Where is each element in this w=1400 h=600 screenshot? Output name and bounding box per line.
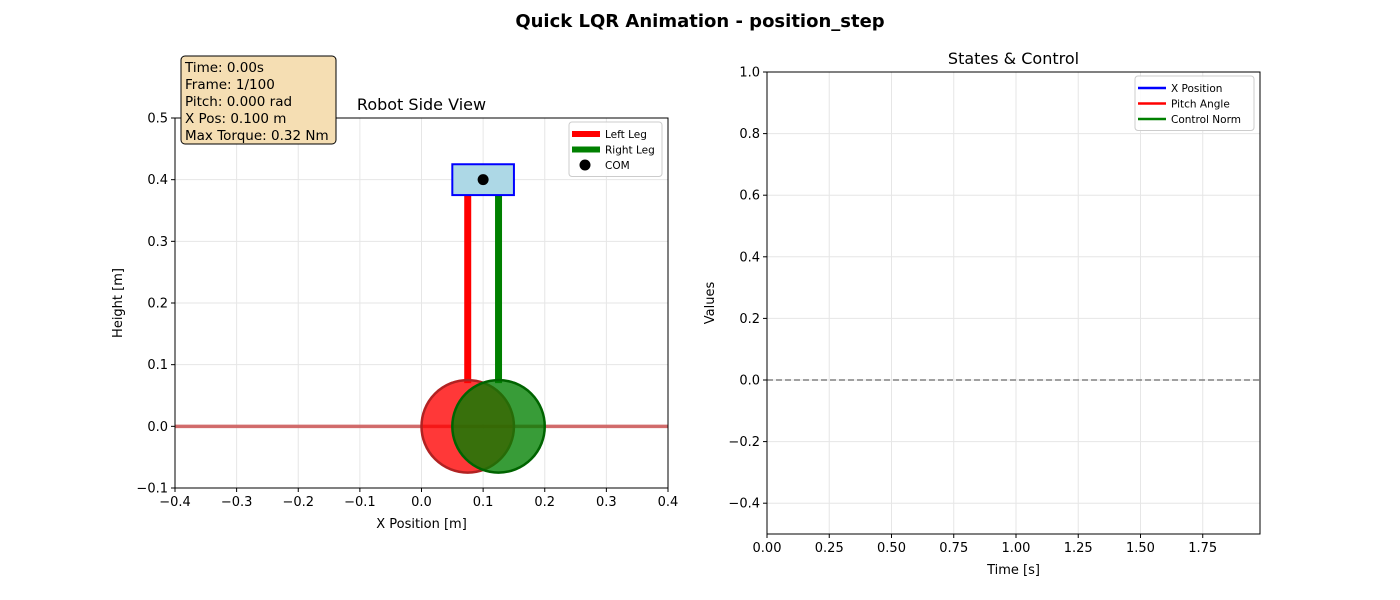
- x-tick-label: 1.25: [1064, 541, 1093, 556]
- x-tick-label: −0.2: [282, 495, 314, 510]
- legend: Left Leg Right Leg COM: [568, 121, 663, 177]
- legend-label: X Position: [1171, 83, 1222, 95]
- y-axis-label: Height [m]: [111, 268, 126, 338]
- y-tick-label: 0.1: [147, 358, 168, 373]
- y-tick-label: −0.1: [136, 482, 168, 497]
- x-tick-label: −0.1: [344, 495, 376, 510]
- y-tick-label: 0.6: [739, 189, 760, 204]
- axes-title: States & Control: [948, 49, 1079, 68]
- legend: X Position Pitch Angle Control Norm: [1134, 75, 1255, 131]
- com-point: [477, 174, 489, 186]
- info-line: Max Torque: 0.32 Nm: [185, 128, 329, 144]
- info-box-background: [180, 55, 337, 145]
- y-tick-label: −0.4: [728, 497, 760, 512]
- plot-area: [175, 163, 668, 474]
- y-tick-label: 0.5: [147, 112, 168, 127]
- x-tick-label: 0.0: [411, 495, 432, 510]
- legend-label: Left Leg: [605, 129, 647, 141]
- x-tick-label: 0.2: [534, 495, 555, 510]
- x-tick-label: −0.3: [221, 495, 253, 510]
- states-control-axes: 0.00 0.25 0.50 0.75 1.00 1.25 1.50 1.75 −0.4 −0.2…: [703, 49, 1261, 578]
- legend-label: Control Norm: [1171, 114, 1241, 126]
- y-tick-label: 0.0: [739, 374, 760, 389]
- robot-side-view-axes: −0.4 −0.3 −0.2 −0.1 0.0 0.1 0.2 0.3 0.4 −0.1 0.0 0.…: [111, 95, 678, 532]
- x-axis-label: X Position [m]: [376, 517, 467, 532]
- legend-label: Pitch Angle: [1171, 99, 1230, 111]
- axes-frame: [766, 71, 1261, 535]
- y-tick-label: 0.4: [739, 250, 760, 265]
- y-tick-label: 0.2: [739, 312, 760, 327]
- axes-title: Robot Side View: [357, 95, 486, 114]
- info-line: Frame: 1/100: [185, 77, 275, 93]
- right-wheel: [451, 378, 546, 474]
- y-tick-label: 0.3: [147, 235, 168, 250]
- x-tick-label: 1.50: [1126, 541, 1155, 556]
- y-tick-label: 0.8: [739, 127, 760, 142]
- info-line: Time: 0.00s: [184, 60, 264, 76]
- y-tick-label: 0.0: [147, 420, 168, 435]
- y-tick-label: 0.2: [147, 297, 168, 312]
- info-line: X Pos: 0.100 m: [185, 111, 286, 127]
- x-tick-label: 0.00: [753, 541, 782, 556]
- legend-com-marker: [579, 159, 591, 171]
- y-axis-label: Values: [703, 282, 718, 325]
- x-tick-label: 1.00: [1002, 541, 1031, 556]
- x-tick-label: −0.4: [159, 495, 191, 510]
- legend-label: COM: [605, 160, 630, 172]
- figure-title: Quick LQR Animation - position_step: [515, 11, 884, 32]
- x-tick-label: 0.1: [473, 495, 494, 510]
- y-tick-label: 1.0: [739, 66, 760, 81]
- x-tick-label: 0.4: [658, 495, 679, 510]
- x-axis-label: Time [s]: [986, 563, 1040, 578]
- x-tick-label: 0.75: [939, 541, 968, 556]
- x-tick-label: 0.25: [815, 541, 844, 556]
- info-line: Pitch: 0.000 rad: [185, 94, 292, 110]
- legend-label: Right Leg: [605, 145, 655, 157]
- x-tick-label: 0.50: [877, 541, 906, 556]
- y-tick-label: −0.2: [728, 435, 760, 450]
- y-tick-label: 0.4: [147, 173, 168, 188]
- legend-frame: [1134, 75, 1255, 131]
- x-tick-label: 0.3: [596, 495, 617, 510]
- x-tick-label: 1.75: [1188, 541, 1217, 556]
